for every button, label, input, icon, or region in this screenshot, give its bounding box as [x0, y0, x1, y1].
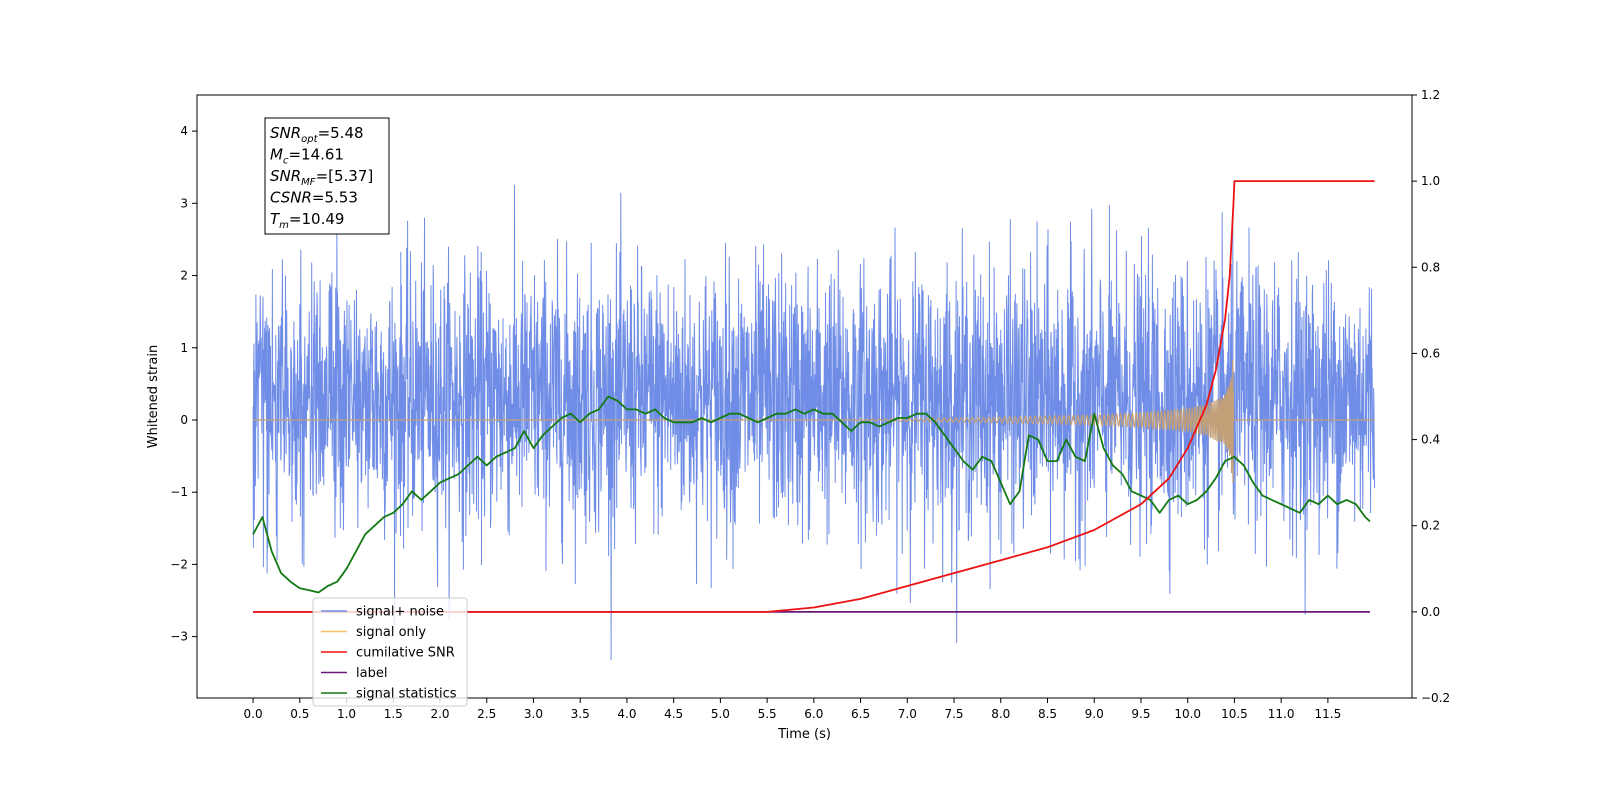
signal-noise-line	[252, 184, 1376, 661]
y2-axis-ticks: 1.2 1.0 0.8 0.6 0.4 0.2 0.0 −0.2	[1412, 88, 1450, 705]
signal-statistics-line	[252, 395, 1371, 594]
y2-tick-label: −0.2	[1421, 691, 1450, 705]
x-tick-label: 0.5	[290, 707, 309, 721]
y2-tick-label: 1.0	[1421, 174, 1440, 188]
annotation-line: SNRMF=[5.37]	[270, 167, 373, 188]
y2-tick-label: 1.2	[1421, 88, 1440, 102]
x-axis-ticks: 0.0 0.5 1.0 1.5 2.0 2.5 3.0 3.5 4.0 4.5 5.0 5.5 6.0 6…	[244, 698, 1342, 721]
legend-entry-label: signal only	[356, 625, 426, 640]
y-tick-label: 2	[180, 269, 188, 283]
y-tick-label: −3	[170, 630, 188, 644]
x-tick-label: 4.5	[664, 707, 683, 721]
legend-entry-label: cumilative SNR	[356, 646, 455, 661]
y-tick-label: −2	[170, 557, 188, 571]
x-tick-label: 9.0	[1085, 707, 1104, 721]
x-tick-label: 5.5	[758, 707, 777, 721]
x-tick-label: 7.0	[898, 707, 917, 721]
x-tick-label: 1.0	[337, 707, 356, 721]
y2-tick-label: 0.6	[1421, 346, 1440, 360]
legend-entry-label: label	[356, 666, 387, 681]
x-axis-label: Time (s)	[777, 727, 831, 742]
annotation-box: SNRopt=5.48Mc=14.61SNRMF=[5.37]CSNR=5.53…	[264, 117, 390, 235]
legend-entry-label: signal statistics	[356, 687, 457, 702]
signal-noise-series	[252, 184, 1376, 661]
x-tick-label: 10.5	[1221, 707, 1248, 721]
x-tick-label: 11.5	[1315, 707, 1342, 721]
cumulative-snr-line	[253, 180, 1375, 613]
x-tick-label: 0.0	[244, 707, 263, 721]
x-tick-label: 6.0	[804, 707, 823, 721]
x-tick-label: 3.5	[571, 707, 590, 721]
y-tick-label: 1	[180, 341, 188, 355]
legend-entry-label: signal+ noise	[356, 605, 444, 620]
x-tick-label: 1.5	[384, 707, 403, 721]
y-tick-label: 0	[180, 413, 188, 427]
x-tick-label: 9.5	[1131, 707, 1150, 721]
x-tick-label: 8.5	[1038, 707, 1057, 721]
annotation-line: Mc=14.61	[270, 146, 344, 167]
x-tick-label: 8.0	[991, 707, 1010, 721]
signal-only-series	[253, 359, 1375, 483]
annotation-line: CSNR=5.53	[270, 189, 358, 207]
plot-frame	[196, 94, 1413, 699]
signal-only-line	[253, 359, 1375, 483]
y2-tick-label: 0.2	[1421, 519, 1440, 533]
y2-tick-label: 0.0	[1421, 605, 1440, 619]
y2-tick-label: 0.4	[1421, 433, 1440, 447]
y-axis-label: Whitened strain	[146, 345, 161, 448]
annotation-line: SNRopt=5.48	[270, 124, 364, 145]
y2-tick-label: 0.8	[1421, 260, 1440, 274]
signal-statistics-series	[252, 395, 1371, 594]
x-tick-label: 7.5	[944, 707, 963, 721]
y-tick-label: 4	[180, 124, 188, 138]
x-tick-label: 4.0	[617, 707, 636, 721]
x-tick-label: 3.0	[524, 707, 543, 721]
annotation-frame	[264, 117, 390, 235]
x-tick-label: 6.5	[851, 707, 870, 721]
x-tick-label: 2.5	[477, 707, 496, 721]
x-tick-label: 2.0	[430, 707, 449, 721]
y-tick-label: −1	[170, 485, 188, 499]
x-tick-label: 5.0	[711, 707, 730, 721]
legend-frame	[312, 597, 468, 707]
y-axis-ticks: 4 3 2 1 0 −1 −2 −3	[170, 124, 197, 644]
cumulative-snr-series	[253, 180, 1375, 613]
annotation-line: Tm=10.49	[270, 210, 344, 231]
x-tick-label: 10.0	[1174, 707, 1201, 721]
y-tick-label: 3	[180, 196, 188, 210]
legend: signal+ noise signal only cumilative SNR la…	[312, 597, 468, 707]
x-tick-label: 11.0	[1268, 707, 1295, 721]
